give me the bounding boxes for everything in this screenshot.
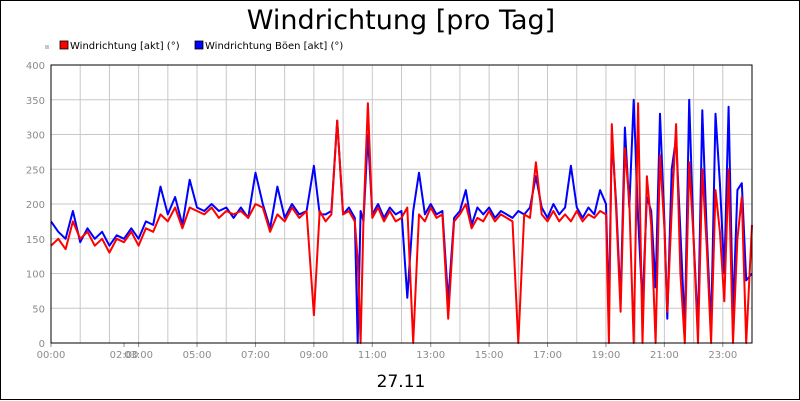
grid-lines [50,64,753,344]
x-tick-label: 21:00 [650,350,679,361]
legend-label-windrichtung-boeen: Windrichtung Böen [akt] (°) [205,41,343,52]
y-tick-label: 100 [26,270,45,281]
x-tick-label: 09:00 [299,350,328,361]
chart-title: Windrichtung [pro Tag] [247,5,555,36]
x-tick-label: 17:00 [533,350,562,361]
series-lines [50,98,753,344]
plot-area-frame [50,64,753,344]
y-tick-label: 50 [32,304,45,315]
legend-label-windrichtung: Windrichtung [akt] (°) [70,41,180,52]
y-tick-label: 400 [26,61,45,72]
x-tick-label: 13:00 [416,350,445,361]
x-tick-label: 05:00 [183,350,212,361]
series-line-windrichtung [50,102,753,344]
legend-swatch-windrichtung-boeen [194,40,204,50]
x-tick-label: 19:00 [592,350,621,361]
x-tick-label: 23:00 [708,350,737,361]
legend-swatch-windrichtung [59,40,69,50]
x-tick-label: 15:00 [475,350,504,361]
x-tick-label: 07:00 [241,350,270,361]
y-tick-label: 250 [26,165,45,176]
y-tick-label: 0 [39,339,45,350]
x-tick-label: 02:00 [110,350,139,361]
y-tick-label: 350 [26,96,45,107]
y-tick-label: 150 [26,235,45,246]
date-label: 27.11 [377,372,426,392]
y-tick-label: 300 [26,131,45,142]
x-tick-label: 11:00 [358,350,387,361]
x-tick-label: 00:00 [37,350,66,361]
legend-toggle-marker[interactable] [45,45,49,49]
y-tick-label: 200 [26,200,45,211]
y-axis-ticks: 0 50 100 150 200 250 300 350 400 [26,61,45,350]
x-tick-label: 03:00 [124,350,153,361]
